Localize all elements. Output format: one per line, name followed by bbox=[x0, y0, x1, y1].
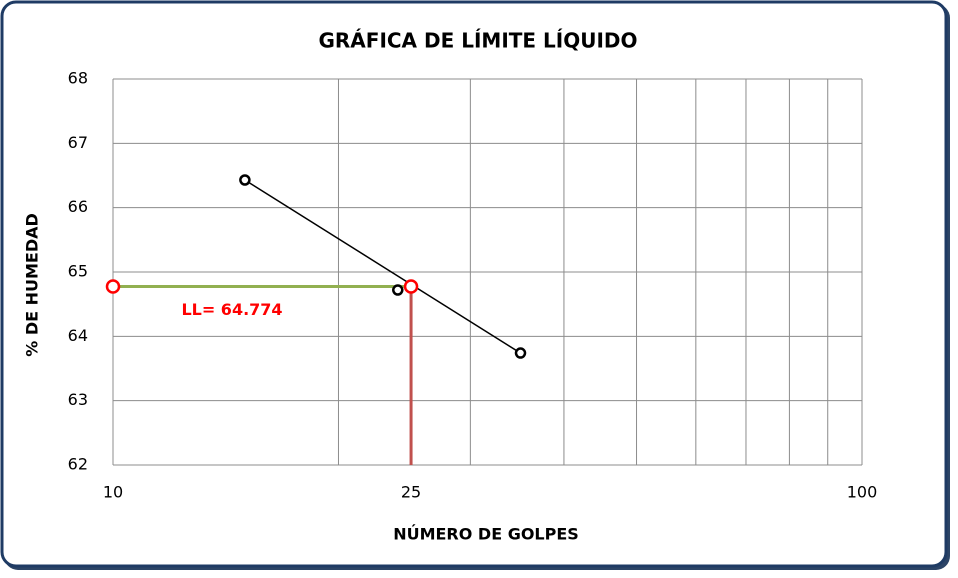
x-tick-label: 25 bbox=[401, 483, 421, 502]
chart-title: GRÁFICA DE LÍMITE LÍQUIDO bbox=[318, 29, 637, 53]
y-tick-label: 67 bbox=[68, 133, 88, 152]
data-point bbox=[514, 347, 527, 359]
trend-line bbox=[244, 179, 521, 354]
y-tick-label: 62 bbox=[68, 455, 88, 474]
ll-point bbox=[403, 279, 419, 294]
x-tick-label: 10 bbox=[103, 483, 123, 502]
y-axis-label: % DE HUMEDAD bbox=[23, 213, 42, 357]
y-tick-label: 64 bbox=[68, 326, 88, 345]
y-tick-label: 68 bbox=[68, 69, 88, 88]
data-point bbox=[392, 284, 404, 296]
ll-label: LL= 64.774 bbox=[181, 300, 282, 319]
ll-point bbox=[105, 279, 121, 294]
y-tick-label: 66 bbox=[68, 197, 88, 216]
y-tick-label: 65 bbox=[68, 262, 88, 281]
x-tick-label: 100 bbox=[847, 483, 878, 502]
x-axis-label: NÚMERO DE GOLPES bbox=[393, 525, 579, 544]
data-point bbox=[239, 174, 251, 186]
frame bbox=[0, 0, 948, 568]
y-tick-label: 63 bbox=[68, 390, 88, 409]
